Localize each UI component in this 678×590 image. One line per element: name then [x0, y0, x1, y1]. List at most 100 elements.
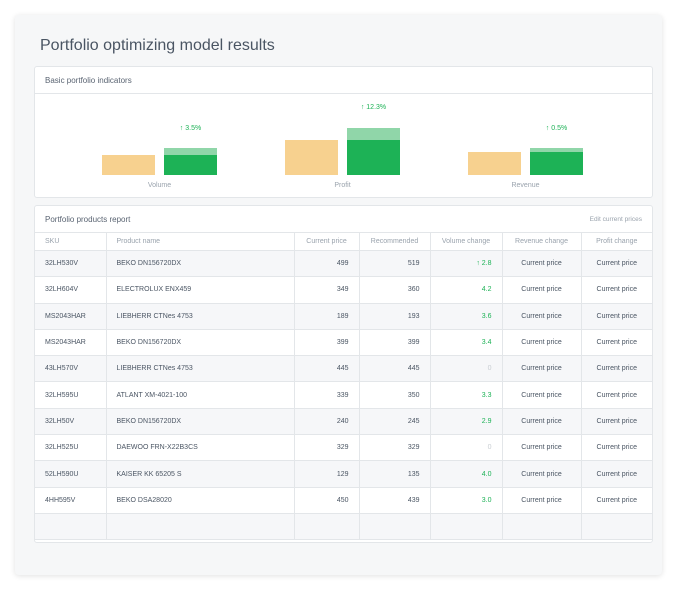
sku-cell: 32LH50V	[35, 408, 107, 436]
col-current-price[interactable]: Current price	[294, 232, 360, 251]
profit-change-cell: Current price	[581, 434, 652, 462]
col-revenue-change[interactable]: Revenue change	[502, 232, 582, 251]
report-card: Portfolio products report Edit current p…	[34, 205, 653, 543]
table-header-row: SKU Product name Current price Recommend…	[35, 232, 652, 251]
current-price-cell: 189	[294, 303, 360, 330]
revenue-change-cell: Current price	[502, 303, 582, 330]
recommended-price-cell: 135	[359, 460, 431, 488]
product-name-cell	[106, 513, 295, 541]
current-price-cell	[294, 513, 360, 541]
product-name-cell: ELECTROLUX ENX459	[106, 276, 295, 304]
indicators-title: Basic portfolio indicators	[45, 75, 132, 85]
indicators-card: Basic portfolio indicators ↑ 3.5% Volume…	[34, 66, 653, 198]
sku-cell: 52LH590U	[35, 460, 107, 488]
col-sku[interactable]: SKU	[35, 232, 107, 251]
indicator-profit: ↑ 12.3% Profit	[285, 94, 405, 197]
current-price-cell: 445	[294, 355, 360, 383]
results-panel: Portfolio optimizing model results Basic…	[15, 15, 662, 575]
volume-change-cell	[430, 513, 503, 541]
volume-change-cell: 3.3	[430, 381, 503, 409]
profit-change-cell	[581, 513, 652, 541]
volume-label: Volume	[147, 182, 172, 189]
revenue-change-cell: Current price	[502, 434, 582, 462]
recommended-price-cell: 439	[359, 487, 431, 514]
profit-change-cell: Current price	[581, 355, 652, 383]
current-price-cell: 240	[294, 408, 360, 436]
sku-cell: 32LH530V	[35, 250, 107, 278]
revenue-change-cell: Current price	[502, 381, 582, 409]
volume-change-cell: 3.4	[430, 329, 503, 357]
profit-change-cell: Current price	[581, 329, 652, 357]
page-title: Portfolio optimizing model results	[40, 37, 275, 54]
table-row: 43LH570V LIEBHERR CTNes 4753 445 445 0 Curren…	[35, 355, 652, 383]
current-price-cell: 399	[294, 329, 360, 357]
recommended-price-cell: 245	[359, 408, 431, 436]
revenue-change-cell: Current price	[502, 355, 582, 383]
product-name-cell: ATLANT XM-4021-100	[106, 381, 295, 409]
product-name-cell: BEKO DN156720DX	[106, 250, 295, 278]
profit-optimized-bar	[347, 140, 400, 175]
revenue-label: Revenue	[511, 182, 540, 189]
sku-cell: 32LH525U	[35, 434, 107, 462]
volume-change-cell: 0	[430, 355, 503, 383]
profit-change-cell: Current price	[581, 487, 652, 514]
product-name-cell: LIEBHERR CTNes 4753	[106, 303, 295, 330]
volume-change-cell: ↑ 2.8	[430, 250, 503, 278]
revenue-change-cell: Current price	[502, 329, 582, 357]
sku-cell: 4HH595V	[35, 487, 107, 514]
revenue-delta-bar	[530, 148, 583, 152]
edit-prices-link[interactable]: Edit current prices	[589, 215, 642, 223]
report-title: Portfolio products report	[45, 214, 131, 224]
profit-change-cell: Current price	[581, 250, 652, 278]
revenue-change-cell: Current price	[502, 408, 582, 436]
table-row: 32LH530V BEKO DN156720DX 499 519 ↑ 2.8 Curren…	[35, 250, 652, 278]
product-name-cell: BEKO DN156720DX	[106, 408, 295, 436]
profit-delta-bar	[347, 128, 400, 140]
recommended-price-cell: 360	[359, 276, 431, 304]
volume-baseline-bar	[102, 155, 155, 175]
revenue-baseline-bar	[468, 152, 521, 175]
volume-change-cell: 3.6	[430, 303, 503, 330]
profit-label: Profit	[334, 182, 351, 189]
indicators-header: Basic portfolio indicators	[35, 67, 652, 94]
volume-change: ↑ 3.5%	[179, 125, 202, 132]
recommended-price-cell: 329	[359, 434, 431, 462]
profit-change-cell: Current price	[581, 303, 652, 330]
current-price-cell: 499	[294, 250, 360, 278]
table-row: 32LH525U DAEWOO FRN-X22B3CS 329 329 0 Current…	[35, 434, 652, 462]
revenue-change-cell	[502, 513, 582, 541]
col-volume-change[interactable]: Volume change	[430, 232, 503, 251]
profit-change-cell: Current price	[581, 408, 652, 436]
product-name-cell: BEKO DN156720DX	[106, 329, 295, 357]
table-row: 4HH595V BEKO DSA28020 450 439 3.0 Current pri…	[35, 487, 652, 514]
table-row: MS2043HAR LIEBHERR CTNes 4753 189 193 3.6 Cur…	[35, 303, 652, 330]
report-header: Portfolio products report Edit current p…	[35, 206, 652, 232]
table-row: MS2043HAR BEKO DN156720DX 399 399 3.4 Current…	[35, 329, 652, 357]
sku-cell: MS2043HAR	[35, 303, 107, 330]
volume-change-cell: 4.0	[430, 460, 503, 488]
volume-delta-bar	[164, 148, 217, 155]
revenue-change-cell: Current price	[502, 276, 582, 304]
indicator-revenue: ↑ 0.5% Revenue	[468, 94, 588, 197]
current-price-cell: 339	[294, 381, 360, 409]
indicators-chart: ↑ 3.5% Volume ↑ 12.3% Profit ↑ 0.5% Reve…	[35, 94, 652, 197]
recommended-price-cell: 193	[359, 303, 431, 330]
recommended-price-cell: 445	[359, 355, 431, 383]
current-price-cell: 450	[294, 487, 360, 514]
revenue-change-cell: Current price	[502, 460, 582, 488]
current-price-cell: 129	[294, 460, 360, 488]
recommended-price-cell: 519	[359, 250, 431, 278]
table-row	[35, 513, 652, 541]
revenue-optimized-bar	[530, 152, 583, 175]
sku-cell	[35, 513, 107, 541]
sku-cell: 32LH604V	[35, 276, 107, 304]
profit-change: ↑ 12.3%	[360, 104, 387, 111]
volume-change-cell: 2.9	[430, 408, 503, 436]
col-profit-change[interactable]: Profit change	[581, 232, 652, 251]
profit-change-cell: Current price	[581, 276, 652, 304]
current-price-cell: 349	[294, 276, 360, 304]
revenue-change-cell: Current price	[502, 487, 582, 514]
col-product-name[interactable]: Product name	[106, 232, 295, 251]
col-recommended[interactable]: Recommended	[359, 232, 431, 251]
volume-change-cell: 3.0	[430, 487, 503, 514]
